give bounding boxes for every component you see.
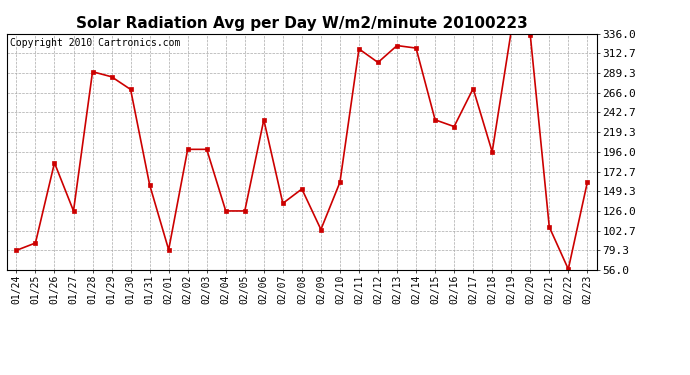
Text: Copyright 2010 Cartronics.com: Copyright 2010 Cartronics.com bbox=[10, 39, 180, 48]
Title: Solar Radiation Avg per Day W/m2/minute 20100223: Solar Radiation Avg per Day W/m2/minute … bbox=[76, 16, 528, 31]
